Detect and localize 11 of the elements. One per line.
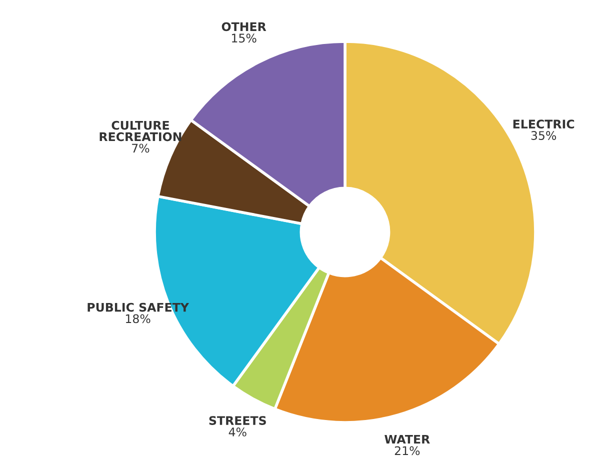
slice-label: OTHER	[222, 22, 266, 32]
data-label: 4%	[228, 428, 246, 436]
slice-label: ELECTRIC	[513, 120, 574, 129]
slice-label: WATER	[384, 434, 430, 444]
data-label: 7%	[132, 144, 150, 153]
data-label: 35%	[531, 131, 556, 140]
slice-label: CULTURE RECREATION	[100, 120, 182, 142]
data-label: 15%	[232, 34, 256, 43]
slice-label: STREETS	[209, 416, 266, 426]
data-label: 21%	[394, 446, 420, 456]
data-label: 18%	[126, 314, 150, 324]
